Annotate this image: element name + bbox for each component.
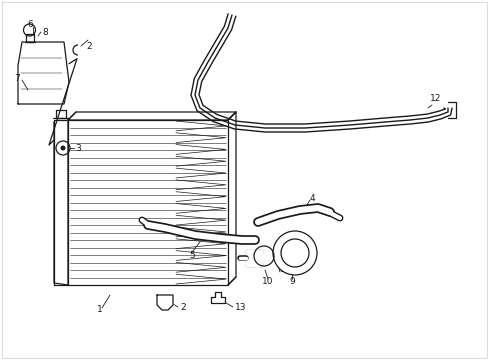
Polygon shape xyxy=(260,254,267,262)
Text: 3: 3 xyxy=(75,144,81,153)
Polygon shape xyxy=(68,112,236,120)
Text: 12: 12 xyxy=(429,94,441,103)
Polygon shape xyxy=(54,120,68,285)
Text: 2: 2 xyxy=(180,302,185,311)
Text: 11: 11 xyxy=(280,266,291,274)
Text: 10: 10 xyxy=(262,278,273,287)
Circle shape xyxy=(272,231,316,275)
Text: 9: 9 xyxy=(288,278,294,287)
Polygon shape xyxy=(68,120,227,285)
Circle shape xyxy=(61,145,65,150)
Polygon shape xyxy=(18,42,69,104)
Text: 5: 5 xyxy=(189,251,195,260)
Polygon shape xyxy=(210,292,224,303)
Polygon shape xyxy=(227,112,236,285)
Text: 4: 4 xyxy=(309,194,315,202)
Text: 8: 8 xyxy=(42,27,48,36)
Text: 6: 6 xyxy=(27,19,33,28)
Text: 7: 7 xyxy=(14,73,20,82)
Text: 1: 1 xyxy=(97,306,102,315)
Polygon shape xyxy=(245,250,262,266)
Text: 13: 13 xyxy=(235,302,246,311)
Text: 2: 2 xyxy=(86,41,91,50)
Polygon shape xyxy=(157,295,173,310)
